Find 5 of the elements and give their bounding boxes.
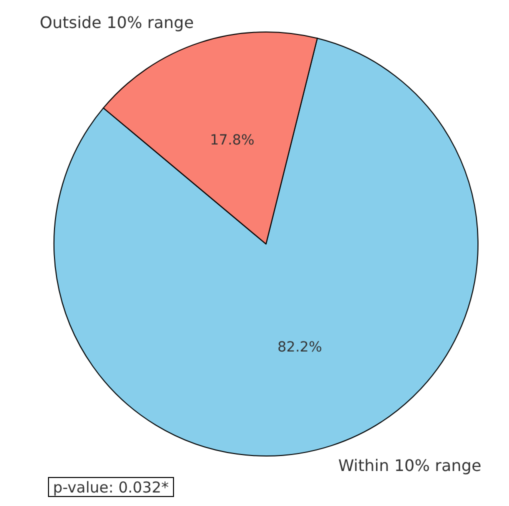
text: p-value: 0.032*	[53, 478, 170, 496]
slice-label: Outside 10% range	[40, 12, 194, 32]
data-label: 17.8%	[210, 132, 254, 148]
slice-label: Within 10% range	[338, 456, 482, 476]
data-label: 82.2%	[278, 340, 322, 356]
